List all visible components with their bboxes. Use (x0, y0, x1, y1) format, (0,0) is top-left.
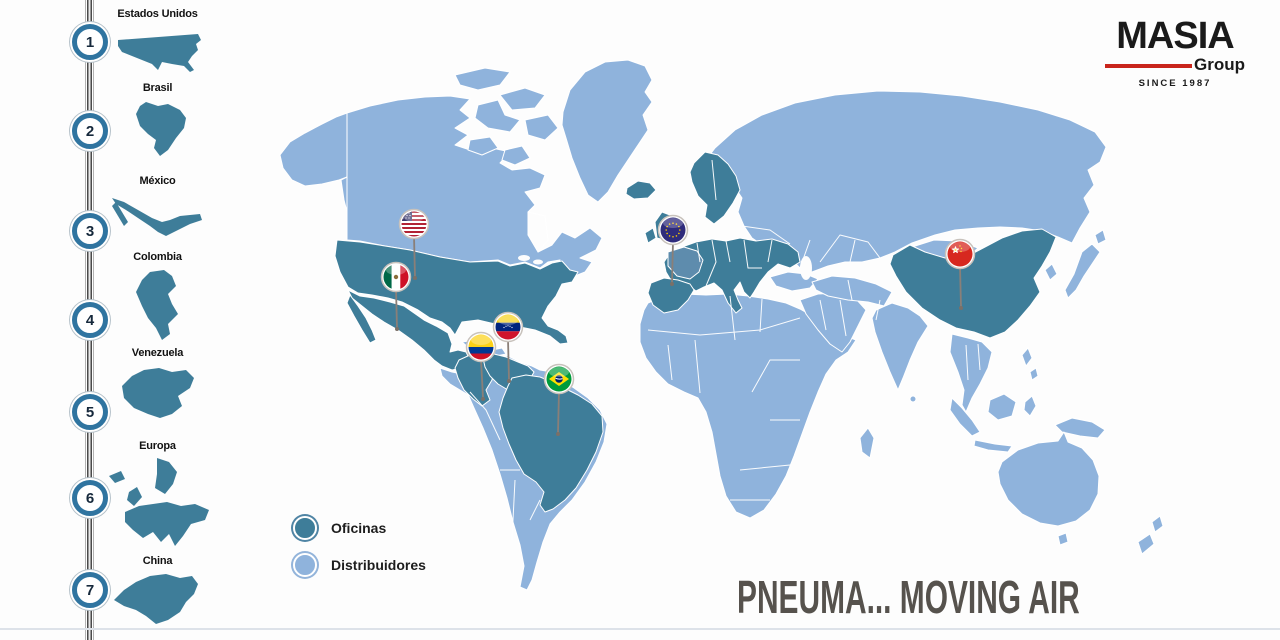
logo-since: SINCE 1987 (1138, 78, 1212, 89)
usa-flag-pin-icon (398, 208, 430, 240)
step-circle-5: 5 (72, 394, 108, 430)
masia-group-logo: MASIA Group SINCE 1987 (1105, 15, 1245, 89)
brazil-flag-pin-icon (543, 363, 575, 395)
legend-label: Distribuidores (331, 557, 426, 573)
country-borders (469, 159, 981, 541)
step-circle-3: 3 (72, 213, 108, 249)
step-number: 4 (85, 311, 95, 329)
map-legend: Oficinas Distribuidores (293, 514, 426, 588)
pin-stick-dots (395, 276, 963, 436)
europe-flag-pin-icon (657, 214, 689, 246)
pin-sticks (395, 235, 962, 434)
china-flag-pin-icon (944, 238, 976, 270)
usa-silhouette-icon (118, 34, 201, 72)
france-shape (667, 246, 704, 280)
distributor-swatch-icon (293, 553, 317, 577)
mexico-silhouette-icon (112, 198, 202, 236)
legend-item-distribuidores: Distribuidores (293, 551, 426, 579)
office-swatch-icon (293, 516, 317, 540)
step-number: 1 (85, 33, 95, 51)
bottom-divider (0, 628, 1280, 630)
venezuela-flag-pin-icon (492, 311, 524, 343)
europe-silhouette-icon (109, 458, 209, 546)
sidebar-label-venezuela: Venezuela (131, 347, 184, 359)
logo-brand: MASIA (1116, 15, 1234, 57)
logo-red-line (1105, 64, 1192, 68)
sidebar-label-estados-unidos: Estados Unidos (117, 8, 198, 20)
brazil-silhouette-icon (136, 102, 186, 156)
step-number: 7 (85, 581, 95, 599)
venezuela-silhouette-icon (122, 368, 194, 418)
step-number: 2 (85, 122, 95, 140)
logo-sub: Group (1194, 55, 1245, 74)
step-circle-4: 4 (72, 302, 108, 338)
sidebar-label-china: China (142, 555, 173, 567)
legend-label: Oficinas (331, 520, 387, 536)
step-circle-1: 1 (72, 24, 108, 60)
step-number: 5 (85, 403, 95, 421)
step-number: 3 (85, 222, 95, 240)
sidebar-label-colombia: Colombia (133, 251, 182, 263)
logo-row: Group (1105, 55, 1245, 75)
sidebar-label-mexico: México (139, 175, 176, 187)
legend-item-oficinas: Oficinas (293, 514, 426, 542)
mexico-flag-pin-icon (380, 261, 412, 293)
sidebar-label-europa: Europa (139, 440, 176, 452)
step-circle-6: 6 (72, 480, 108, 516)
step-circle-2: 2 (72, 113, 108, 149)
world-map (279, 59, 1164, 591)
colombia-silhouette-icon (136, 270, 178, 340)
tagline: PNEUMA... MOVING AIR (737, 571, 1080, 623)
water-cutouts (518, 211, 812, 280)
step-number: 6 (85, 489, 95, 507)
colombia-flag-pin-icon (465, 331, 497, 363)
step-circle-7: 7 (72, 572, 108, 608)
china-silhouette-icon (114, 574, 198, 624)
sidebar-label-brasil: Brasil (142, 82, 173, 94)
